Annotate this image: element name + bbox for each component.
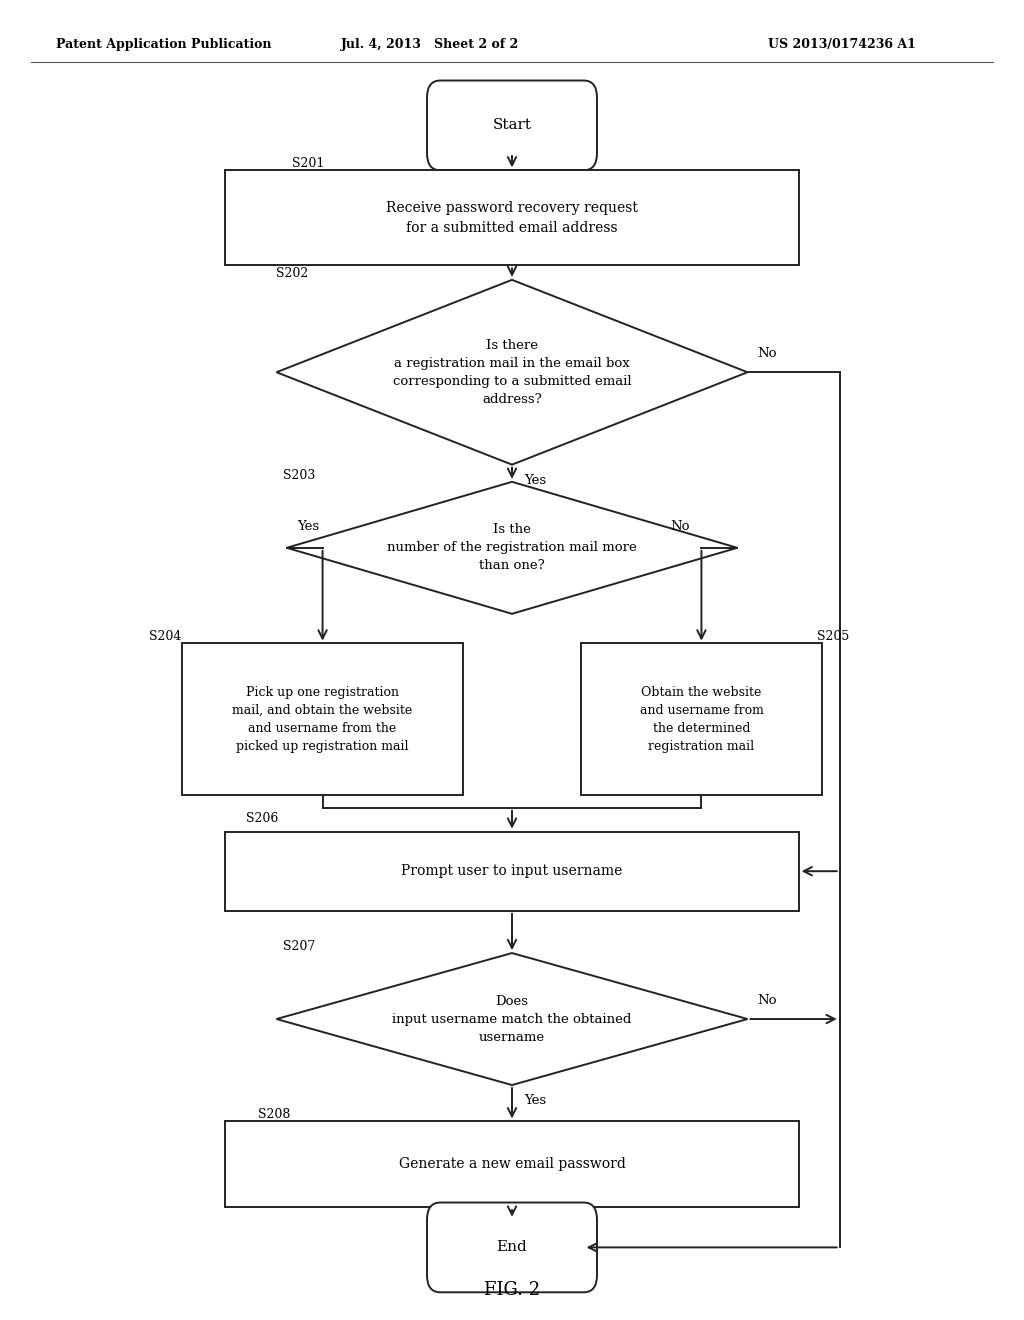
Text: Yes: Yes	[524, 1094, 547, 1107]
Text: FIG. 2: FIG. 2	[484, 1280, 540, 1299]
Text: Start: Start	[493, 119, 531, 132]
Bar	[225, 170, 799, 265]
Text: S202: S202	[276, 267, 308, 280]
Text: S207: S207	[283, 940, 314, 953]
Text: Is there
a registration mail in the email box
corresponding to a submitted email: Is there a registration mail in the emai…	[392, 339, 632, 405]
Text: No: No	[758, 347, 777, 360]
Text: No: No	[758, 994, 777, 1007]
Text: Prompt user to input username: Prompt user to input username	[401, 865, 623, 878]
Text: Is the
number of the registration mail more
than one?: Is the number of the registration mail m…	[387, 523, 637, 573]
Text: S206: S206	[246, 812, 279, 825]
Text: No: No	[671, 520, 690, 533]
Polygon shape	[276, 953, 748, 1085]
Text: Receive password recovery request
for a submitted email address: Receive password recovery request for a …	[386, 201, 638, 235]
Polygon shape	[287, 482, 737, 614]
Text: US 2013/0174236 A1: US 2013/0174236 A1	[768, 38, 915, 51]
Bar	[225, 1122, 799, 1206]
Text: Yes: Yes	[297, 520, 319, 533]
Text: Obtain the website
and username from
the determined
registration mail: Obtain the website and username from the…	[640, 686, 763, 752]
Text: S205: S205	[817, 631, 849, 643]
Text: S201: S201	[292, 157, 325, 170]
Bar	[582, 643, 822, 795]
Bar	[182, 643, 463, 795]
Bar	[225, 832, 799, 911]
Text: Generate a new email password: Generate a new email password	[398, 1158, 626, 1171]
Text: Pick up one registration
mail, and obtain the website
and username from the
pick: Pick up one registration mail, and obtai…	[232, 686, 413, 752]
Text: End: End	[497, 1241, 527, 1254]
Text: Does
input username match the obtained
username: Does input username match the obtained u…	[392, 994, 632, 1044]
Text: S208: S208	[258, 1109, 291, 1121]
FancyBboxPatch shape	[427, 81, 597, 170]
Text: S204: S204	[150, 631, 181, 643]
Text: S203: S203	[283, 469, 315, 482]
Text: Jul. 4, 2013   Sheet 2 of 2: Jul. 4, 2013 Sheet 2 of 2	[341, 38, 519, 51]
FancyBboxPatch shape	[427, 1203, 597, 1292]
Text: Patent Application Publication: Patent Application Publication	[56, 38, 271, 51]
Text: Yes: Yes	[524, 474, 547, 487]
Polygon shape	[276, 280, 748, 465]
